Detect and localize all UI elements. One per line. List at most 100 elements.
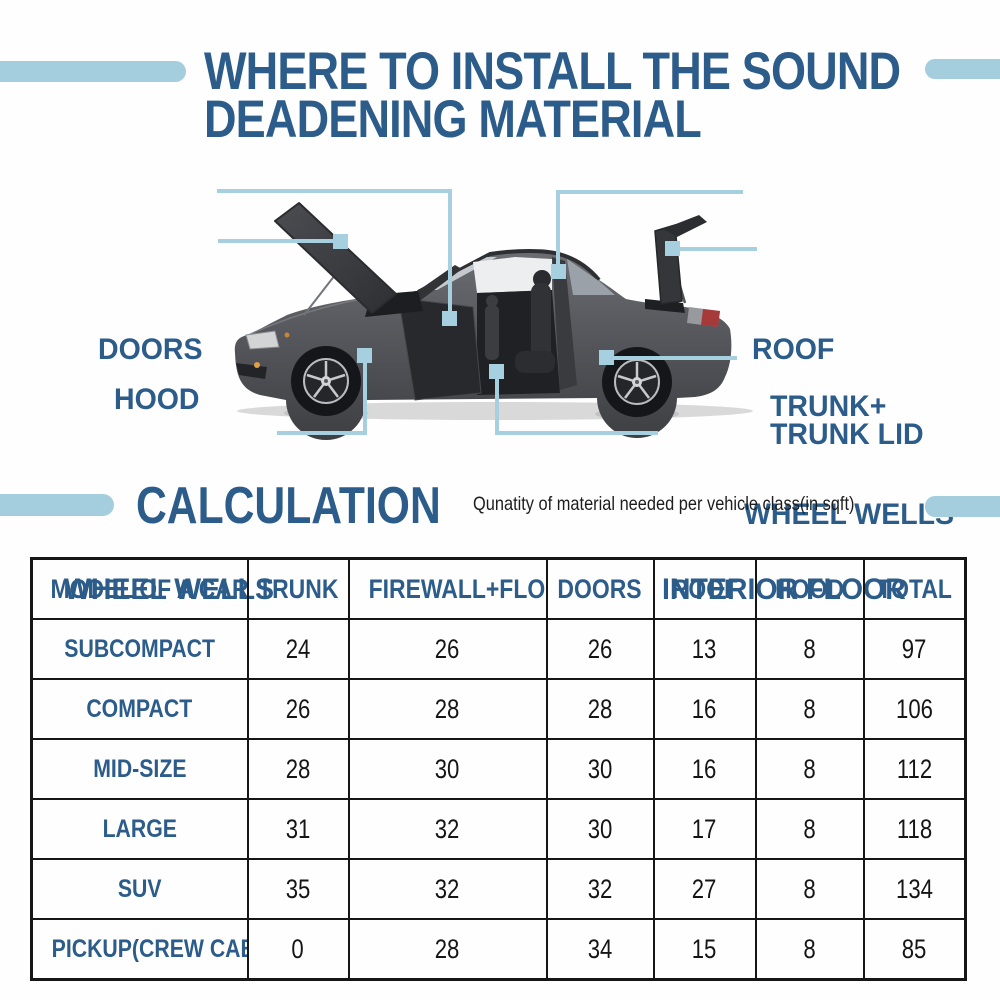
column-header-trunk: TRUNK xyxy=(246,557,350,620)
hood-marker xyxy=(333,234,348,249)
value-cell: 8 xyxy=(754,858,865,920)
value-cell: 27 xyxy=(652,858,757,920)
value-cell: 30 xyxy=(347,738,548,800)
roof-marker xyxy=(551,264,566,279)
headlight xyxy=(245,330,280,350)
door-opening-gap xyxy=(473,257,552,293)
model-cell: SUV xyxy=(30,858,249,920)
value-cell: 26 xyxy=(347,618,548,680)
label-wheel-wells-right: WHEEL WELLS xyxy=(744,498,955,531)
value-cell: 8 xyxy=(754,678,865,740)
column-header-doors: DOORS xyxy=(545,557,655,620)
trunk-lid-tip xyxy=(663,215,707,237)
page-title-line2: DEADENING MATERIAL xyxy=(204,90,702,149)
annotation-lines xyxy=(217,189,757,435)
label-doors: DOORS xyxy=(98,333,203,366)
decorative-bar-top-right xyxy=(925,59,1000,79)
value-cell: 28 xyxy=(347,918,548,981)
column-header-roof: ROOF xyxy=(652,557,757,620)
value-cell: 8 xyxy=(754,918,865,981)
value-cell: 85 xyxy=(862,918,967,981)
turn-signal xyxy=(284,332,290,338)
table-row-compact: COMPACT 26 28 28 16 8 106 xyxy=(30,678,967,740)
calculation-heading: CALCULATION xyxy=(136,477,441,535)
value-cell: 32 xyxy=(545,858,655,920)
model-cell: SUBCOMPACT xyxy=(30,618,249,680)
value-cell: 8 xyxy=(754,618,865,680)
decorative-bar-calc-left xyxy=(0,494,114,516)
calculation-subtitle: Qunatity of material needed per vehicle … xyxy=(473,493,855,515)
value-cell: 24 xyxy=(246,618,350,680)
page-title-line1: WHERE TO INSTALL THE SOUND xyxy=(204,42,901,101)
value-cell: 28 xyxy=(347,678,548,740)
value-cell: 15 xyxy=(652,918,757,981)
value-cell: 0 xyxy=(246,918,350,981)
model-cell: COMPACT xyxy=(30,678,249,740)
doors-marker xyxy=(442,311,457,326)
interior-floor-marker xyxy=(489,364,504,379)
model-cell: PICKUP(CREW CAB) xyxy=(30,918,249,981)
value-cell: 34 xyxy=(545,918,655,981)
column-header-firewall-floor: FIREWALL+FLOOR xyxy=(347,557,548,620)
table-row-midsize: MID-SIZE 28 30 30 16 8 112 xyxy=(30,738,967,800)
car-diagram: DOORS HOOD ROOF TRUNK+ TRUNK LID WHEEL W… xyxy=(0,160,1000,605)
taillight-red xyxy=(701,309,720,327)
value-cell: 106 xyxy=(862,678,967,740)
open-hood-panel xyxy=(274,202,397,314)
value-cell: 8 xyxy=(754,798,865,860)
decorative-bar-calc-right xyxy=(925,496,1000,517)
model-cell: LARGE xyxy=(30,798,249,860)
model-cell: MID-SIZE xyxy=(30,738,249,800)
value-cell: 30 xyxy=(545,738,655,800)
value-cell: 32 xyxy=(347,798,548,860)
value-cell: 32 xyxy=(347,858,548,920)
materials-table: MODEL OF A CAR TRUNK FIREWALL+FLOOR DOOR… xyxy=(30,557,967,981)
label-trunk-line2: TRUNK LID xyxy=(770,418,924,451)
value-cell: 28 xyxy=(545,678,655,740)
value-cell: 35 xyxy=(246,858,350,920)
value-cell: 112 xyxy=(862,738,967,800)
table-header-row: MODEL OF A CAR TRUNK FIREWALL+FLOOR DOOR… xyxy=(30,557,967,620)
column-header-total: TOTAL xyxy=(862,557,967,620)
seat-cushion xyxy=(515,351,555,373)
front-wheel xyxy=(291,346,361,416)
fog-light xyxy=(254,362,260,368)
label-trunk: TRUNK+ TRUNK LID xyxy=(770,390,924,451)
table-row-large: LARGE 31 32 30 17 8 118 xyxy=(30,798,967,860)
rear-wheel xyxy=(602,347,672,417)
seat-back xyxy=(531,283,551,361)
table-row-suv: SUV 35 32 32 27 8 134 xyxy=(30,858,967,920)
label-trunk-line1: TRUNK+ xyxy=(770,390,887,423)
wheel-wells-right-marker xyxy=(599,350,614,365)
value-cell: 16 xyxy=(652,678,757,740)
value-cell: 118 xyxy=(862,798,967,860)
label-hood: HOOD xyxy=(114,383,200,416)
wheel-wells-left-leader-line xyxy=(277,360,367,435)
table-row-pickup: PICKUP(CREW CAB) 0 28 34 15 8 85 xyxy=(30,918,967,981)
value-cell: 28 xyxy=(246,738,350,800)
far-seat-headrest xyxy=(486,295,498,307)
roof-leader-line xyxy=(556,190,743,267)
value-cell: 17 xyxy=(652,798,757,860)
b-pillar xyxy=(552,257,577,390)
value-cell: 31 xyxy=(246,798,350,860)
value-cell: 16 xyxy=(652,738,757,800)
trunk-marker xyxy=(665,241,680,256)
label-roof: ROOF xyxy=(752,333,835,366)
column-header-model: MODEL OF A CAR xyxy=(30,557,249,620)
value-cell: 30 xyxy=(545,798,655,860)
car-illustration xyxy=(234,202,753,440)
value-cell: 97 xyxy=(862,618,967,680)
decorative-bar-top-left xyxy=(0,61,186,82)
quarter-window xyxy=(567,259,615,295)
value-cell: 8 xyxy=(754,738,865,800)
value-cell: 13 xyxy=(652,618,757,680)
table-row-subcompact: SUBCOMPACT 24 26 26 13 8 97 xyxy=(30,618,967,680)
doors-leader-line xyxy=(217,189,452,315)
interior-floor-leader-line xyxy=(495,375,658,435)
value-cell: 134 xyxy=(862,858,967,920)
far-seat-back xyxy=(485,305,499,360)
wheel-wells-left-marker xyxy=(357,348,372,363)
value-cell: 26 xyxy=(246,678,350,740)
